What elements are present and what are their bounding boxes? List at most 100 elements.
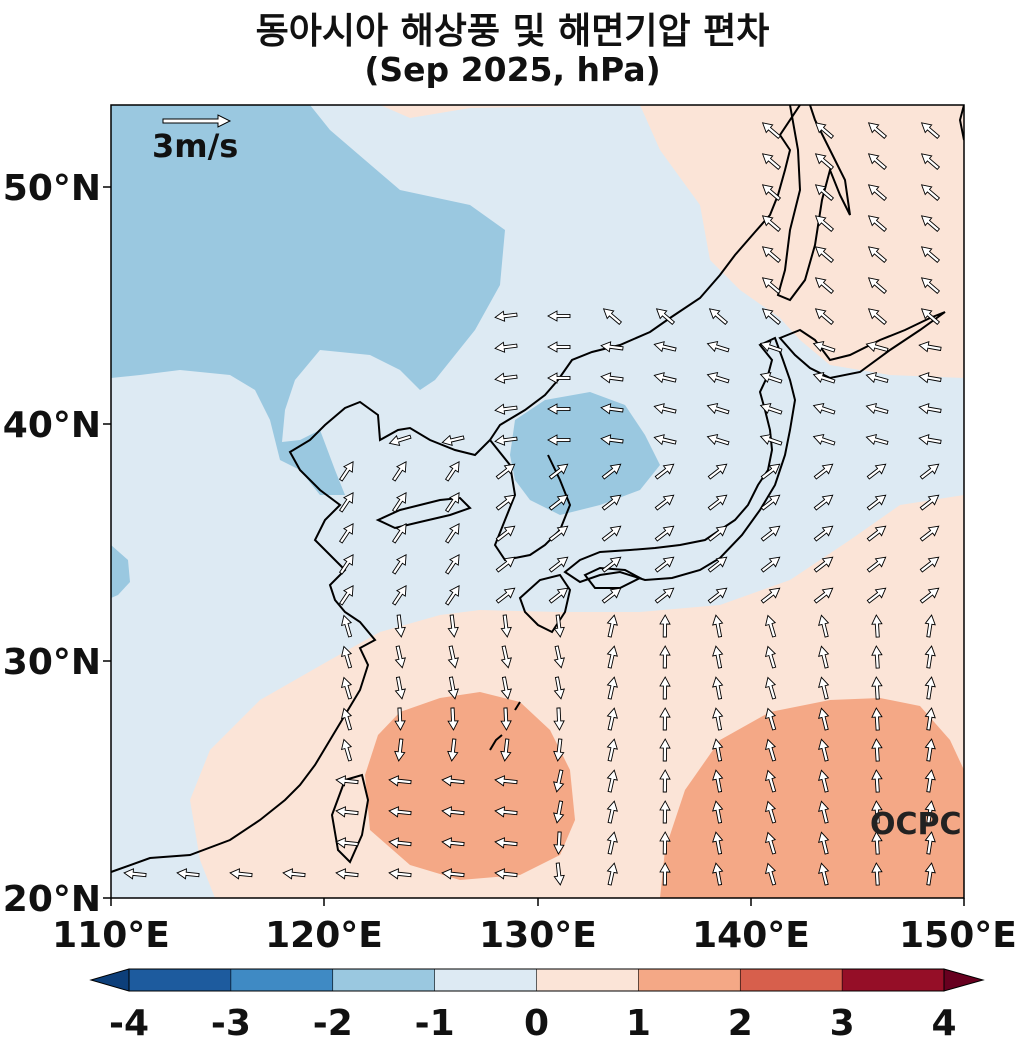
wind-arrow-icon [600,403,624,415]
wind-arrow-icon [394,645,406,669]
wind-arrow-icon [391,554,407,575]
wind-arrow-icon [867,153,888,171]
wind-arrow-icon [338,554,354,575]
colorbar-segment [129,969,232,991]
wind-arrow-icon [871,707,883,731]
colorbar-tick-label: 4 [931,1003,956,1044]
wind-arrow-icon [659,676,671,700]
wind-arrow-icon [494,310,518,322]
wind-arrow-icon [919,494,940,511]
wind-arrow-icon [761,277,782,295]
wind-arrow-icon [764,645,777,669]
wind-arrow-icon [338,492,354,513]
x-tick-label: 150°E [899,915,1017,956]
wind-arrow-icon [814,215,835,233]
wind-arrow-icon [924,769,936,793]
wind-arrow-icon [919,463,940,480]
wind-arrow-icon [764,831,777,855]
wind-arrow-icon [871,738,883,762]
colorbar-tick-label: -1 [415,1003,455,1044]
colorbar-segment [638,969,741,991]
wind-arrow-icon [600,341,624,353]
x-axis-labels: 110°E 120°E 130°E 140°E 150°E [52,915,1017,956]
wind-arrow-icon [761,246,782,264]
wind-arrow-icon [547,434,571,446]
wind-arrow-icon [388,837,412,849]
colorbar-tick-label: 0 [524,1003,549,1044]
wind-arrow-icon [712,800,724,824]
wind-arrow-icon [867,184,888,202]
wind-arrow-icon [920,153,941,171]
wind-arrow-icon [764,862,777,886]
wind-arrow-icon [871,769,883,793]
wind-arrow-icon [394,614,406,638]
wind-arrow-icon [865,340,889,353]
wind-arrow-icon [601,556,622,573]
anomaly-region-minus2-to-minus1-west [111,545,130,598]
wind-arrow-icon [606,707,618,731]
wind-arrow-icon [818,707,830,731]
wind-arrow-icon [712,614,724,638]
wind-arrow-icon [335,775,359,787]
colorbar-segment [740,969,843,991]
wind-arrow-icon [388,775,412,787]
wind-arrow-icon [712,862,724,886]
wind-arrow-icon [335,868,359,880]
colorbar [89,968,985,992]
wind-arrow-icon [495,587,516,604]
wind-arrow-icon [548,525,569,542]
wind-arrow-icon [653,341,677,353]
wind-arrow-icon [654,463,675,480]
colorbar-tick-label: -4 [109,1003,149,1044]
reference-vector: 3m/s [152,114,238,165]
wind-arrow-icon [920,184,941,202]
wind-arrow-icon [547,403,571,415]
wind-arrow-icon [759,372,783,384]
wind-arrow-icon [441,868,465,880]
x-tick-label: 140°E [692,915,810,956]
wind-arrow-icon [924,800,936,824]
wind-arrow-icon [813,463,834,480]
wind-arrow-icon [601,525,622,542]
wind-arrow-icon [814,277,835,295]
wind-arrow-icon [441,806,465,818]
wind-arrow-icon [338,461,354,482]
wind-arrow-icon [553,738,565,762]
pressure-anomaly-field [111,105,964,898]
wind-arrow-icon [706,403,730,415]
wind-arrow-icon [867,308,888,326]
wind-arrow-icon [812,341,836,353]
wind-arrow-icon [707,463,728,480]
anomaly-region-1-to-2-west [365,692,575,880]
wind-arrow-icon [764,614,777,638]
wind-arrow-icon [548,556,569,573]
wind-arrow-icon [920,215,941,233]
wind-arrow-icon [924,645,936,669]
wind-arrow-icon [764,800,777,824]
wind-arrow-icon [764,707,777,731]
wind-arrow-icon [553,676,565,700]
wind-arrow-icon [444,554,460,575]
wind-arrow-icon [500,738,512,762]
colorbar-segment [332,969,436,991]
wind-arrow-icon [653,372,677,384]
wind-arrow-icon [335,837,359,849]
wind-arrow-icon [814,153,835,171]
x-tick-label: 120°E [265,915,383,956]
wind-arrow-icon [441,837,465,849]
wind-arrow-icon [761,215,782,233]
wind-arrow-icon [500,645,512,669]
wind-arrow-icon [601,494,622,511]
wind-arrow-icon [606,769,618,793]
wind-arrow-icon [918,434,942,446]
coastline-kamchatka [958,105,964,141]
wind-arrow-icon [388,868,412,880]
wind-arrow-icon [494,806,518,818]
reference-arrow-icon [162,114,232,128]
wind-arrow-icon [760,587,781,604]
wind-arrow-icon [340,645,353,669]
wind-arrow-icon [547,372,571,384]
colorbar-tick-label: -3 [211,1003,251,1044]
coastline-shandong [375,496,472,530]
wind-arrow-icon [813,587,834,604]
